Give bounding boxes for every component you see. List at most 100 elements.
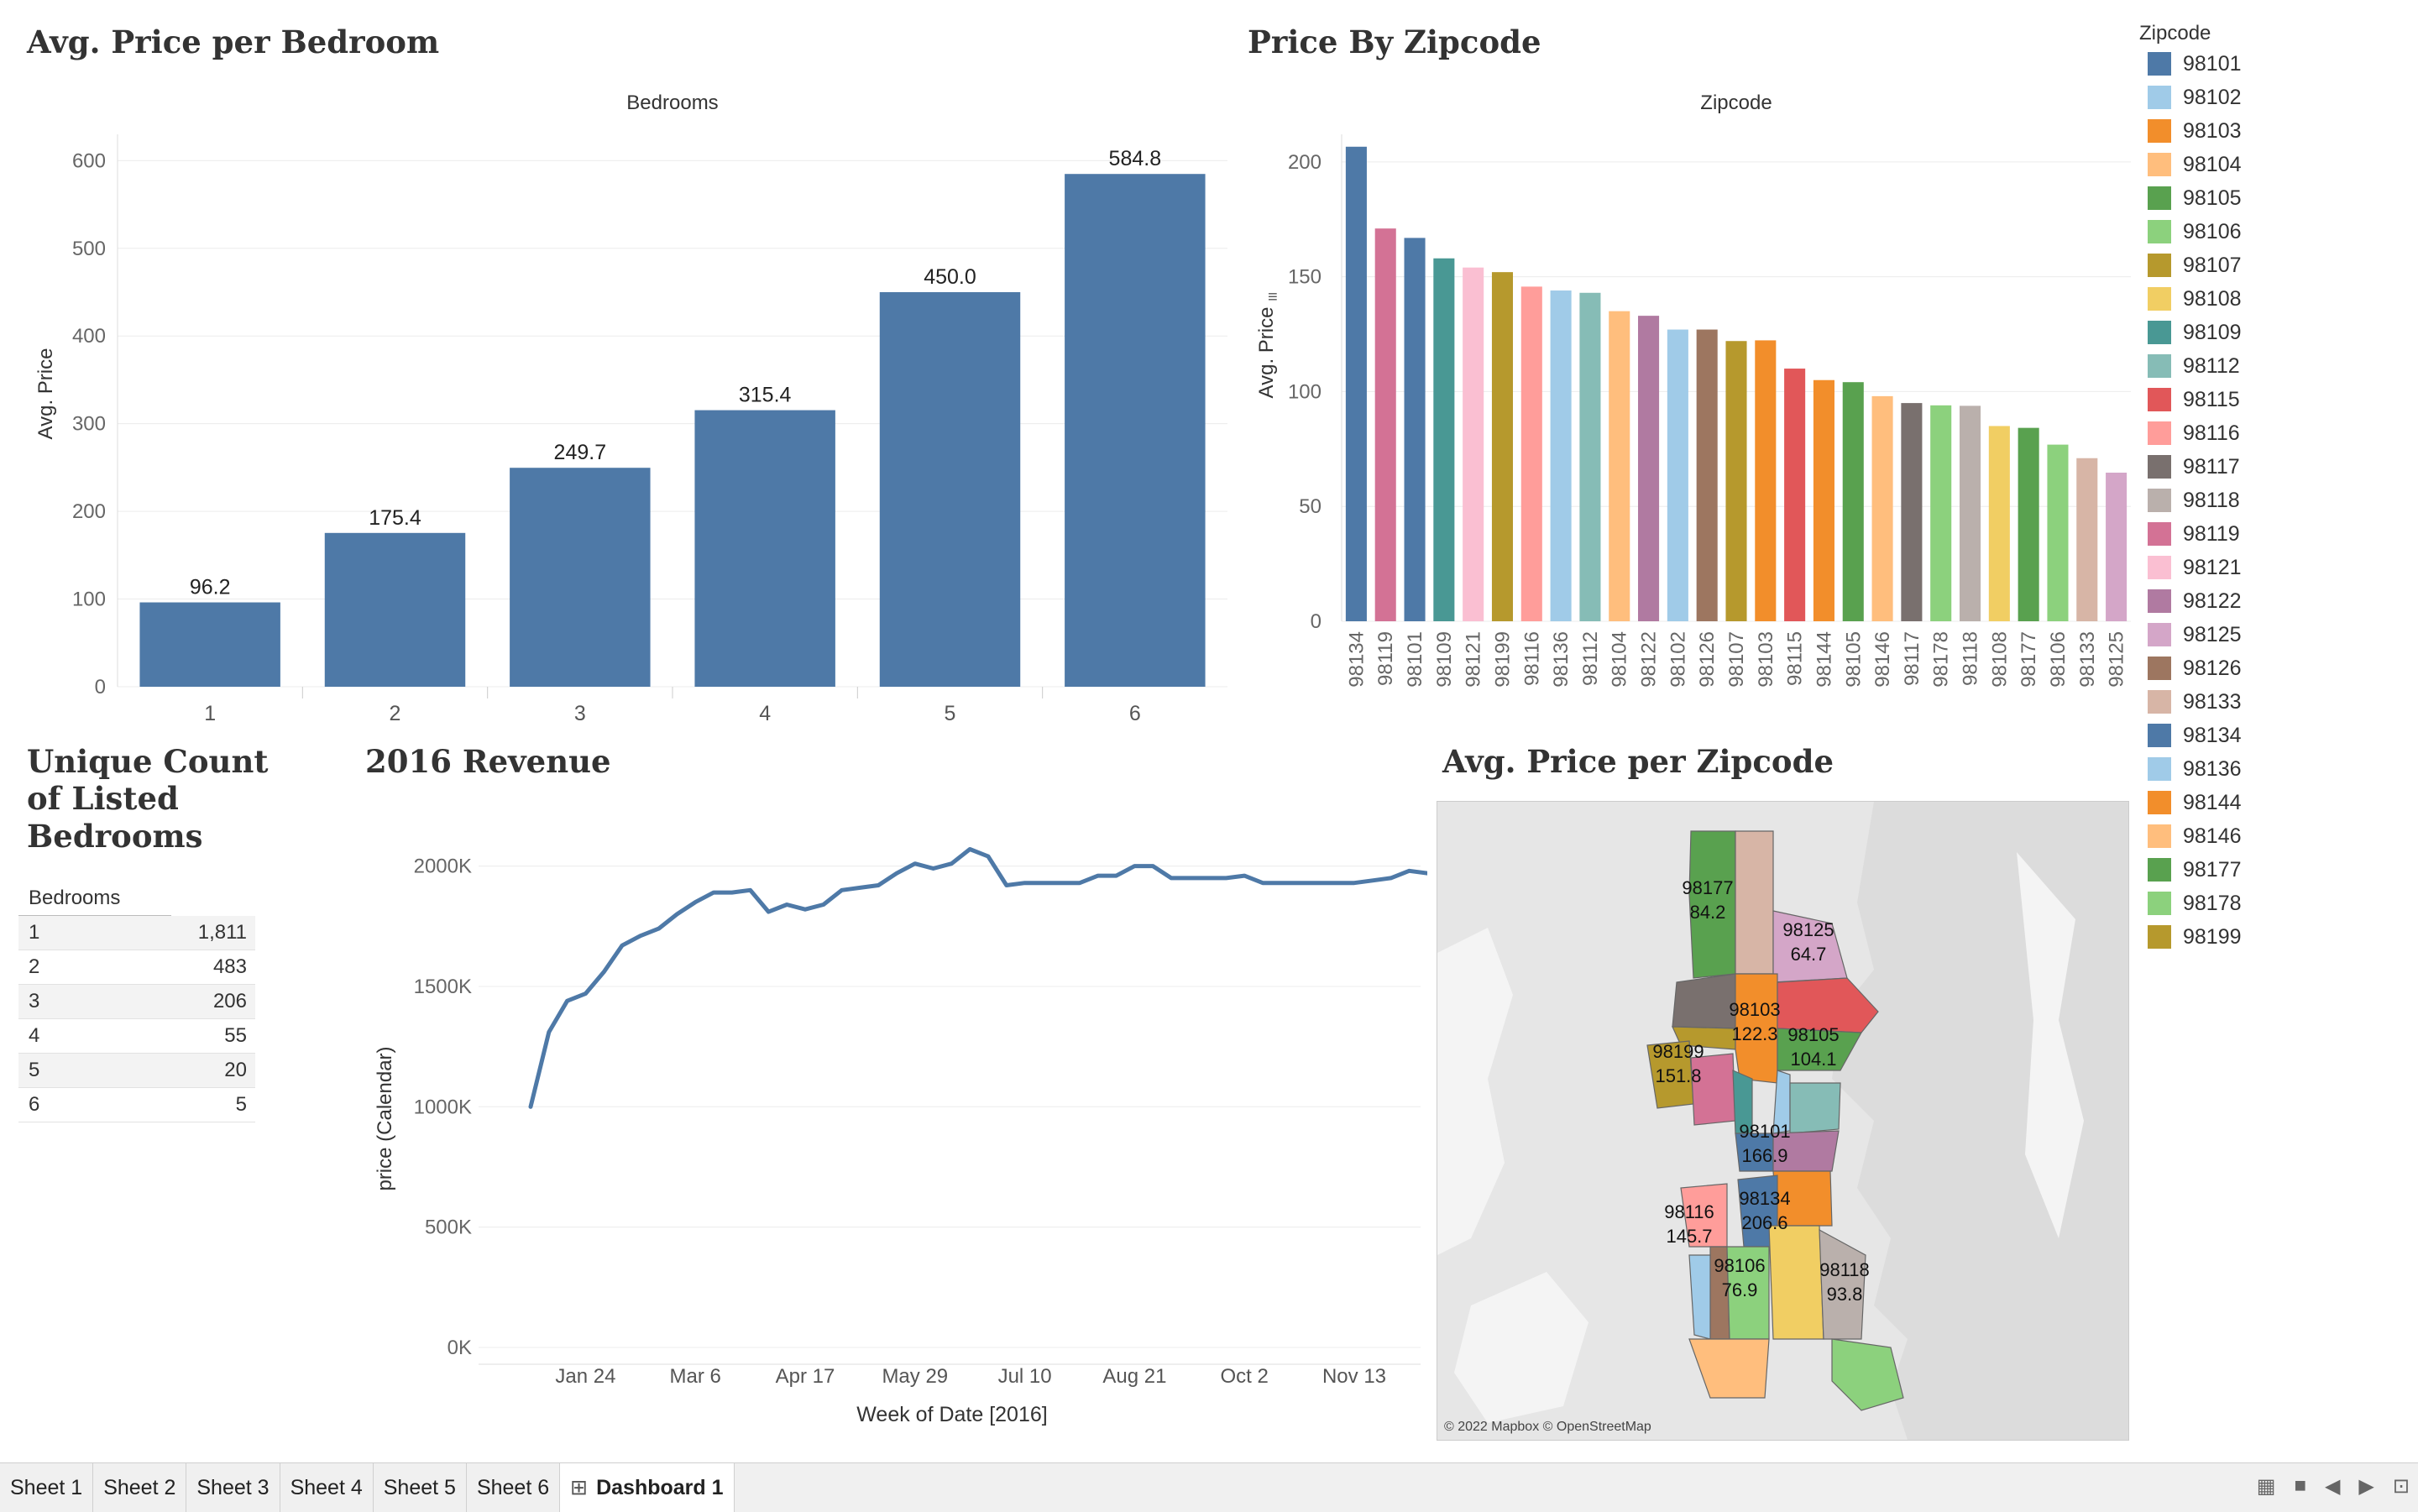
zipcode-chart-title: Price By Zipcode: [1248, 24, 1541, 60]
legend-swatch: [2148, 522, 2171, 546]
tab-sheet-4[interactable]: Sheet 4: [280, 1463, 374, 1512]
map-value-label: 104.1: [1790, 1049, 1836, 1070]
legend-item[interactable]: 98122: [2139, 584, 2391, 618]
legend-item[interactable]: 98106: [2139, 215, 2391, 249]
map-land-east: [1832, 802, 2128, 1440]
map-zip-label: 98199: [1652, 1041, 1704, 1062]
legend-item[interactable]: 98133: [2139, 685, 2391, 719]
presentation-icon[interactable]: ⊡: [2392, 1475, 2410, 1498]
legend-item[interactable]: 98102: [2139, 81, 2391, 114]
legend-item[interactable]: 98116: [2139, 416, 2391, 450]
legend-item[interactable]: 98119: [2139, 517, 2391, 551]
legend-item[interactable]: 98115: [2139, 383, 2391, 416]
zip-98178[interactable]: [1831, 1338, 1904, 1411]
table-row[interactable]: 4 55: [18, 1019, 255, 1054]
zip-98146[interactable]: [1688, 1338, 1770, 1399]
legend-swatch: [2148, 354, 2171, 378]
map-zip-label: 98101: [1739, 1121, 1790, 1142]
zip-98118[interactable]: [1819, 1228, 1866, 1340]
bar: [1813, 379, 1834, 621]
y-tick-label: 1000K: [414, 1096, 472, 1118]
bedroom-bar-chart[interactable]: Bedrooms Avg. Price 0 100 200 300 400 500 600 96.…: [17, 76, 1243, 730]
zip-98115[interactable]: [1777, 977, 1879, 1033]
legend-item[interactable]: 98177: [2139, 853, 2391, 887]
zip-98117[interactable]: [1672, 973, 1736, 1029]
bar-value-label: 450.0: [924, 265, 976, 289]
legend-item[interactable]: 98105: [2139, 181, 2391, 215]
table-row[interactable]: 5 20: [18, 1054, 255, 1088]
legend-swatch: [2148, 455, 2171, 479]
zip-98112[interactable]: [1789, 1082, 1841, 1134]
tab-sheet-2[interactable]: Sheet 2: [93, 1463, 187, 1512]
legend-item[interactable]: 98112: [2139, 349, 2391, 383]
x-tick-label: 98106: [2047, 631, 2070, 688]
zip-98108[interactable]: [1768, 1225, 1824, 1340]
table-row[interactable]: 2 483: [18, 950, 255, 985]
x-tick-label: 98146: [1871, 631, 1894, 688]
zipcode-bar-chart[interactable]: Zipcode Avg. Price≡ 0 50 100 150 200 98134 98119…: [1243, 76, 2133, 730]
map-zip-label: 98116: [1664, 1201, 1714, 1222]
legend-label: 98101: [2183, 51, 2242, 76]
table-row[interactable]: 1 1,811: [18, 916, 255, 950]
zip-98136[interactable]: [1688, 1254, 1711, 1340]
zip-98103[interactable]: [1735, 973, 1778, 1084]
x-tick-label: 98119: [1374, 631, 1397, 686]
next-arrow-icon[interactable]: ▶: [2358, 1475, 2374, 1498]
legend-swatch: [2148, 86, 2171, 109]
legend-item[interactable]: 98109: [2139, 316, 2391, 349]
legend-item[interactable]: 98108: [2139, 282, 2391, 316]
tab-sheet-3[interactable]: Sheet 3: [186, 1463, 280, 1512]
legend-item[interactable]: 98103: [2139, 114, 2391, 148]
zip-98122[interactable]: [1772, 1130, 1840, 1172]
legend-item[interactable]: 98125: [2139, 618, 2391, 651]
legend-item[interactable]: 98107: [2139, 249, 2391, 282]
bar: [1901, 403, 1923, 621]
legend-item[interactable]: 98121: [2139, 551, 2391, 584]
map-zip-label: 98103: [1729, 999, 1780, 1020]
legend-item[interactable]: 98101: [2139, 47, 2391, 81]
y-tick-label: 500K: [425, 1216, 472, 1239]
bar: [1491, 272, 1514, 621]
legend-item[interactable]: 98126: [2139, 651, 2391, 685]
legend-label: 98146: [2183, 824, 2242, 848]
zip-98105[interactable]: [1777, 1028, 1862, 1071]
legend-swatch: [2148, 556, 2171, 579]
tab-sheet-6[interactable]: Sheet 6: [467, 1463, 561, 1512]
tab-sheet-5[interactable]: Sheet 5: [374, 1463, 467, 1512]
previous-arrow-icon[interactable]: ◀: [2324, 1475, 2341, 1498]
tab-dashboard-1[interactable]: ⊞ Dashboard 1: [560, 1463, 735, 1512]
bedroom-count-table: Bedrooms 1 1,811 2 483 3 206 4 55 5 20 6 5: [18, 882, 255, 1122]
x-tick-label: Nov 13: [1322, 1365, 1386, 1388]
bar: [1609, 311, 1630, 621]
legend-label: 98133: [2183, 689, 2242, 714]
tab-sheet-1[interactable]: Sheet 1: [0, 1463, 94, 1512]
filmstrip-view-icon[interactable]: ■: [2294, 1474, 2306, 1497]
zip-98133[interactable]: [1735, 830, 1774, 975]
x-tick-label: 1: [204, 702, 216, 725]
zipcode-map[interactable]: 98177 84.2 98125 64.7 98103 122.3 98105 104.1 98…: [1437, 801, 2129, 1441]
legend-label: 98104: [2183, 152, 2242, 176]
zip-98119[interactable]: [1690, 1053, 1736, 1126]
bedrooms-cell: 5: [29, 1059, 40, 1081]
zip-98177[interactable]: [1688, 830, 1736, 979]
legend-item[interactable]: 98144: [2139, 786, 2391, 819]
legend-item[interactable]: 98134: [2139, 719, 2391, 752]
count-table-title: Unique Count of Listed Bedrooms: [27, 743, 269, 855]
legend-item[interactable]: 98199: [2139, 920, 2391, 954]
grid-view-icon[interactable]: ▦: [2256, 1475, 2276, 1498]
legend-item[interactable]: 98136: [2139, 752, 2391, 786]
revenue-line-chart[interactable]: 0K 500K 1000K 1500K 2000K price (Calendar) Wee…: [361, 798, 1427, 1436]
x-tick-label: 3: [574, 702, 586, 725]
legend-item[interactable]: 98178: [2139, 887, 2391, 920]
bar: [2047, 444, 2069, 621]
table-row[interactable]: 3 206: [18, 985, 255, 1019]
legend-item[interactable]: 98104: [2139, 148, 2391, 181]
legend-label: 98115: [2183, 387, 2240, 411]
legend-item[interactable]: 98118: [2139, 484, 2391, 517]
map-value-label: 122.3: [1731, 1023, 1777, 1044]
legend-item[interactable]: 98146: [2139, 819, 2391, 853]
zipcode-legend: Zipcode 98101 98102 98103 98104 98105 98106 98…: [2139, 22, 2391, 954]
map-value-label: 84.2: [1690, 902, 1726, 923]
legend-item[interactable]: 98117: [2139, 450, 2391, 484]
